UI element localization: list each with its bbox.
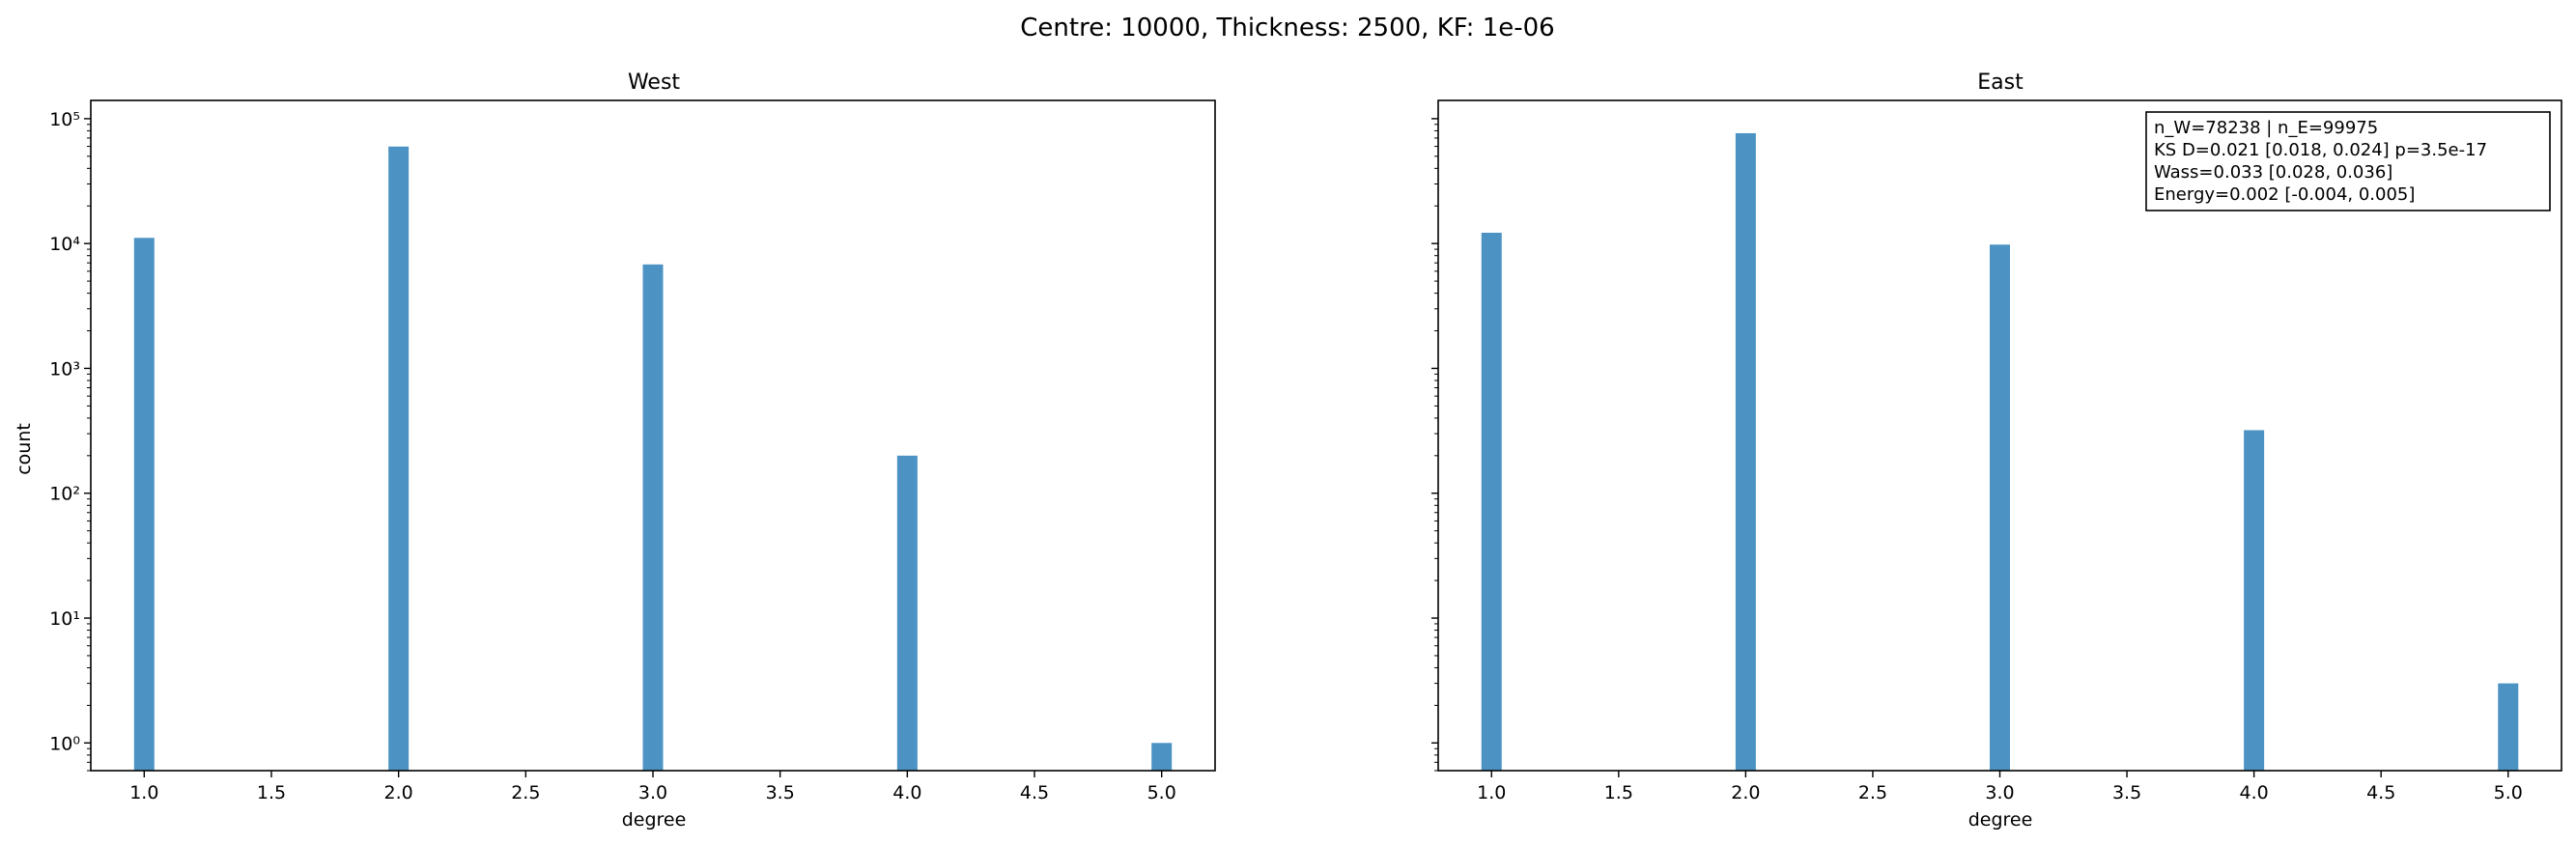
y-tick-label: 10¹ xyxy=(49,608,80,630)
east-x-tick-label: 5.0 xyxy=(2494,782,2523,803)
y-tick-label: 10⁵ xyxy=(49,109,80,130)
east-x-tick-label: 3.5 xyxy=(2112,782,2141,803)
east-x-tick-label: 1.5 xyxy=(1604,782,1633,803)
east-x-tick-label: 4.5 xyxy=(2366,782,2395,803)
west-plot-frame xyxy=(90,99,1216,772)
y-tick-label: 10⁴ xyxy=(49,234,80,255)
east-bar-degree-2 xyxy=(1735,132,1756,771)
stats-line: n_W=78238 | n_E=99975 xyxy=(2154,118,2378,138)
west-x-tick-label: 4.0 xyxy=(892,782,921,803)
east-bars xyxy=(1481,132,2519,772)
y-axis-label: count xyxy=(14,423,35,475)
east-bar-degree-5 xyxy=(2498,683,2519,771)
west-x-tick-label: 4.5 xyxy=(1020,782,1049,803)
west-panel: West degree 1.0 1.5 2.0 2.5 3.0 3.5 4.0 4.5 5.0 … xyxy=(49,70,1216,831)
west-bar-degree-4 xyxy=(896,455,918,771)
east-x-axis-label: degree xyxy=(1968,809,2033,831)
stats-line: Wass=0.033 [0.028, 0.036] xyxy=(2154,162,2392,183)
y-tick-label: 10³ xyxy=(49,358,80,380)
east-panel-title: East xyxy=(1977,70,2024,95)
east-bar-degree-1 xyxy=(1481,233,1502,772)
east-x-tick-label: 2.5 xyxy=(1858,782,1887,803)
east-x-tick-label: 3.0 xyxy=(1985,782,2014,803)
west-bar-degree-2 xyxy=(388,146,410,772)
west-bar-degree-1 xyxy=(133,238,155,771)
west-x-tick-label: 1.5 xyxy=(257,782,286,803)
west-x-tick-label: 3.0 xyxy=(638,782,667,803)
west-bars xyxy=(133,146,1173,772)
east-bar-degree-4 xyxy=(2244,430,2265,771)
stats-line: Energy=0.002 [-0.004, 0.005] xyxy=(2154,184,2415,205)
east-x-tick-label: 2.0 xyxy=(1731,782,1760,803)
east-x-ticks: 1.0 1.5 2.0 2.5 3.0 3.5 4.0 4.5 5.0 xyxy=(1477,771,2523,803)
west-x-tick-label: 5.0 xyxy=(1147,782,1176,803)
east-plot-frame xyxy=(1437,99,2562,772)
stats-annotation-box xyxy=(2145,111,2551,211)
west-x-tick-label: 3.5 xyxy=(766,782,795,803)
west-bar-degree-5 xyxy=(1151,743,1173,771)
east-x-tick-label: 1.0 xyxy=(1477,782,1506,803)
east-x-tick-label: 4.0 xyxy=(2240,782,2269,803)
west-x-ticks: 1.0 1.5 2.0 2.5 3.0 3.5 4.0 4.5 5.0 xyxy=(129,771,1176,803)
west-bar-degree-3 xyxy=(642,264,664,771)
stats-annotation: n_W=78238 | n_E=99975 KS D=0.021 [0.018,… xyxy=(2145,111,2551,211)
west-y-ticks: 10⁰ 10¹ 10² 10³ 10⁴ 10⁵ xyxy=(49,109,91,772)
west-panel-title: West xyxy=(628,70,680,95)
west-x-tick-label: 2.0 xyxy=(384,782,413,803)
figure-title: Centre: 10000, Thickness: 2500, KF: 1e-0… xyxy=(1020,14,1554,42)
west-x-axis-label: degree xyxy=(622,809,687,831)
stats-line: KS D=0.021 [0.018, 0.024] p=3.5e-17 xyxy=(2154,140,2487,160)
east-y-ticks xyxy=(1431,118,1438,772)
west-x-tick-label: 1.0 xyxy=(129,782,158,803)
east-bar-degree-3 xyxy=(1990,244,2010,771)
y-tick-label: 10² xyxy=(49,484,80,505)
east-panel: East degree 1.0 1.5 2.0 2.5 3.0 3.5 4.0 4.5 5.0 … xyxy=(1431,70,2562,831)
west-x-tick-label: 2.5 xyxy=(511,782,540,803)
y-tick-label: 10⁰ xyxy=(49,733,80,754)
